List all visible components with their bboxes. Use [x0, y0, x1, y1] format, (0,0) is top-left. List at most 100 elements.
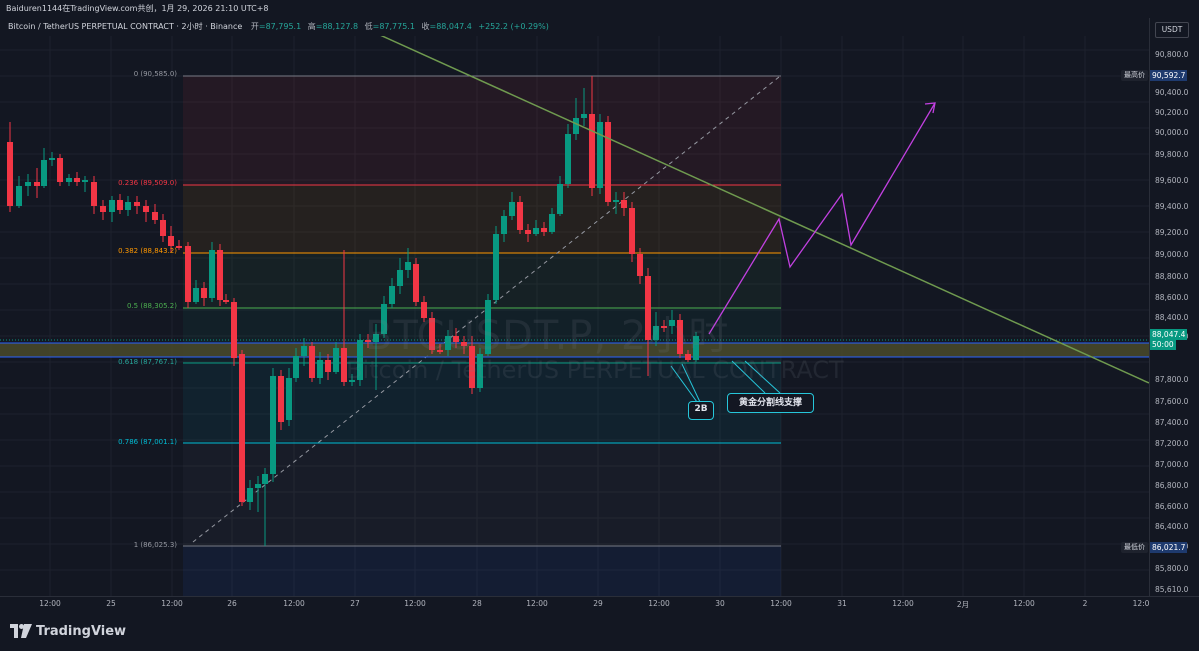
support-band[interactable] [0, 343, 1149, 357]
bullish-candle [501, 216, 507, 234]
time-axis-label: 12:00 [892, 599, 914, 608]
time-axis-label: 12:00 [648, 599, 670, 608]
currency-badge[interactable]: USDT [1155, 22, 1189, 38]
fib-label-0786: 0.786 (87,001.1) [118, 438, 177, 446]
bearish-candle [365, 340, 371, 342]
time-axis-label: 12:00 [404, 599, 426, 608]
bearish-candle [185, 246, 191, 302]
bearish-candle [168, 236, 174, 246]
callout-support-pointer-b [744, 360, 781, 394]
fib-zone-0786-1 [183, 443, 781, 546]
bearish-candle [453, 336, 459, 342]
callout-2b-pointer-b [681, 363, 701, 403]
fib-label-0236: 0.236 (89,509.0) [118, 179, 177, 187]
bullish-candle [445, 336, 451, 350]
bullish-candle [557, 184, 563, 214]
bearish-candle [621, 200, 627, 208]
callout-golden-ratio-support[interactable]: 黄金分割线支撑 [727, 393, 814, 413]
fibonacci-retracement[interactable] [183, 75, 781, 596]
fib-label-05: 0.5 (88,305.2) [127, 302, 177, 310]
bullish-candle [573, 118, 579, 134]
bearish-candle [325, 360, 331, 372]
open-value: =87,795.1 [258, 22, 302, 31]
candles [7, 76, 699, 546]
tradingview-logo[interactable]: TradingView [10, 621, 126, 641]
bearish-candle [605, 122, 611, 202]
projection-path[interactable] [708, 102, 936, 335]
low-value: =87,775.1 [372, 22, 415, 31]
current-price-tag: 88,047.4 [1150, 329, 1188, 340]
bullish-candle [669, 320, 675, 326]
bullish-candle [533, 228, 539, 234]
callout-2b[interactable]: 2B [688, 401, 714, 420]
fib-label-0382: 0.382 (88,843.2) [118, 247, 177, 255]
high-label: 高 [307, 22, 316, 31]
time-axis-label: 2 [1082, 599, 1088, 608]
price-axis-label: 89,000.0 [1155, 250, 1189, 259]
time-axis-label: 12:00 [770, 599, 792, 608]
bullish-candle [286, 378, 292, 420]
bullish-candle [397, 270, 403, 286]
bearish-candle [541, 228, 547, 232]
bearish-candle [421, 302, 427, 318]
high-price-tag: 90,592.7 [1150, 70, 1188, 81]
price-axis-label: 88,400.0 [1155, 313, 1189, 322]
price-axis-label: 89,600.0 [1155, 176, 1189, 185]
bullish-candle [247, 488, 253, 502]
bullish-candle [509, 202, 515, 216]
bullish-candle [125, 202, 131, 210]
time-axis-label: 25 [106, 599, 116, 608]
bearish-candle [176, 246, 182, 248]
price-axis-label: 86,400.0 [1155, 522, 1189, 531]
bearish-candle [517, 202, 523, 230]
price-axis-label: 85,800.0 [1155, 564, 1189, 573]
bullish-candle [25, 182, 31, 186]
callout-support-pointer-a [731, 360, 766, 394]
bullish-candle [16, 186, 22, 206]
projection-arrowhead [924, 102, 936, 114]
price-axis-label: 86,800.0 [1155, 481, 1189, 490]
bearish-candle [91, 182, 97, 206]
price-axis-label: 89,800.0 [1155, 150, 1189, 159]
bearish-candle [231, 302, 237, 358]
time-axis-label: 26 [227, 599, 237, 608]
bearish-candle [661, 326, 667, 328]
callout-2b-pointer-a [670, 365, 698, 403]
low-price-tag-label: 最低价 [1121, 542, 1148, 553]
time-axis-label: 28 [472, 599, 482, 608]
bearish-candle [100, 206, 106, 212]
fib-zone-below-1 [183, 546, 781, 596]
price-axis-label: 87,600.0 [1155, 397, 1189, 406]
time-axis-label: 2月 [956, 600, 970, 609]
low-price-tag: 86,021.7 [1150, 542, 1188, 553]
price-axis[interactable] [1149, 18, 1199, 596]
fib-zone-0382-05 [183, 253, 781, 308]
open-label: 开 [250, 22, 259, 31]
bullish-candle [317, 360, 323, 378]
descending-trendline[interactable] [338, 36, 1149, 384]
close-label: 收 [421, 22, 430, 31]
bearish-candle [437, 350, 443, 352]
bearish-candle [685, 354, 691, 360]
bullish-candle [485, 300, 491, 354]
chart-pane[interactable]: 0 (90,585.0) 0.236 (89,509.0) 0.382 (88,… [0, 36, 1149, 596]
bullish-candle [405, 262, 411, 270]
fib-zone-0236-0382 [183, 185, 781, 253]
bearish-candle [239, 354, 245, 502]
candlestick-chart[interactable] [0, 36, 1149, 596]
bearish-candle [34, 182, 40, 186]
bearish-candle [589, 114, 595, 188]
bearish-candle [143, 206, 149, 212]
time-axis[interactable]: 12:00 25 12:00 26 12:00 27 12:00 28 12:00 29 12:00… [0, 596, 1199, 611]
symbol-name[interactable]: Bitcoin / TetherUS PERPETUAL CONTRACT · … [8, 22, 243, 31]
symbol-watermark-subtitle: Bitcoin / TetherUS PERPETUAL CONTRACT [346, 356, 844, 384]
bullish-candle [66, 178, 72, 182]
price-axis-label: 87,400.0 [1155, 418, 1189, 427]
price-axis-label: 85,610.0 [1155, 585, 1189, 594]
price-axis-label: 89,400.0 [1155, 202, 1189, 211]
bullish-candle [373, 334, 379, 342]
bullish-candle [293, 356, 299, 378]
bearish-candle [525, 230, 531, 234]
time-axis-label: 12:00 [39, 599, 61, 608]
fib-label-0618: 0.618 (87,767.1) [118, 358, 177, 366]
